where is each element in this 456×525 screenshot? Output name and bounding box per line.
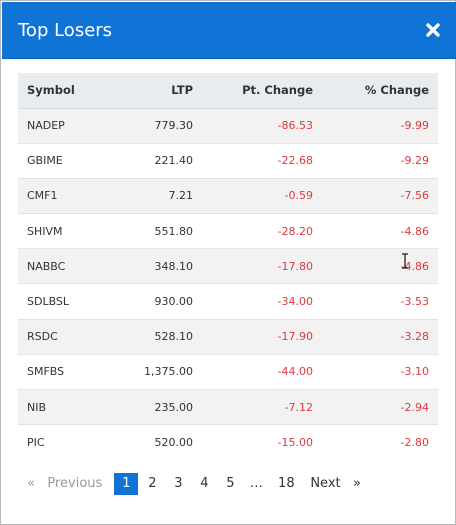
previous-page-button[interactable]: « Previous (18, 473, 108, 495)
cell-ltp: 528.10 (113, 318, 202, 355)
close-button[interactable] (422, 19, 444, 41)
table-row: NIB 235.00 -7.12 -2.94 (18, 388, 438, 425)
text-cursor-icon (401, 253, 409, 269)
cell-symbol: NABBC (18, 248, 113, 284)
cell-symbol: SHIVM (18, 213, 113, 249)
page-button-3[interactable]: 3 (174, 476, 183, 491)
cell-symbol: SDLBSL (18, 283, 113, 320)
cell-symbol: NADEP (18, 107, 113, 144)
cell-ltp: 7.21 (113, 177, 202, 214)
column-header-pct-change[interactable]: % Change (322, 73, 438, 109)
table-row: NABBC 348.10 -17.80 -4.86 (18, 248, 438, 284)
cell-pct-change: -2.80 (322, 424, 438, 460)
double-chevron-right-icon: » (353, 476, 361, 491)
cell-pt-change: -15.00 (202, 424, 322, 460)
cell-ltp: 221.40 (113, 142, 202, 179)
page-button-5[interactable]: 5 (226, 476, 235, 491)
table-row: NADEP 779.30 -86.53 -9.99 (18, 107, 438, 144)
cell-pt-change: -17.90 (202, 318, 322, 355)
cell-pt-change: -22.68 (202, 142, 322, 179)
cell-pct-change: -3.10 (322, 353, 438, 390)
cell-pct-change: -9.29 (322, 142, 438, 179)
table-row: GBIME 221.40 -22.68 -9.29 (18, 142, 438, 179)
column-header-pt-change[interactable]: Pt. Change (202, 73, 322, 109)
next-page-button[interactable]: Next » (304, 473, 367, 495)
cell-pt-change: -28.20 (202, 213, 322, 249)
losers-table: Symbol LTP Pt. Change % Change NADEP 779… (18, 73, 438, 460)
cell-symbol: GBIME (18, 142, 113, 179)
cell-symbol: RSDC (18, 318, 113, 355)
table-row: SDLBSL 930.00 -34.00 -3.53 (18, 283, 438, 320)
table-header-row: Symbol LTP Pt. Change % Change (18, 73, 438, 109)
cell-pct-change: -3.28 (322, 318, 438, 355)
page-button-4[interactable]: 4 (200, 476, 209, 491)
double-chevron-left-icon: « (27, 476, 35, 491)
cell-pct-change: -7.56 (322, 177, 438, 214)
table-row: RSDC 528.10 -17.90 -3.28 (18, 318, 438, 355)
column-header-symbol[interactable]: Symbol (18, 73, 113, 109)
cell-ltp: 348.10 (113, 248, 202, 284)
page-button-2[interactable]: 2 (148, 476, 157, 491)
cell-symbol: CMF1 (18, 177, 113, 214)
previous-label: Previous (47, 476, 103, 491)
pagination-ellipsis: … (249, 476, 263, 491)
cell-ltp: 520.00 (113, 424, 202, 460)
cell-pt-change: -44.00 (202, 353, 322, 390)
close-icon (422, 19, 444, 41)
cell-pt-change: -7.12 (202, 388, 322, 425)
page-button-18[interactable]: 18 (278, 476, 295, 491)
cell-ltp: 1,375.00 (113, 353, 202, 390)
losers-table-container: Symbol LTP Pt. Change % Change NADEP 779… (18, 73, 438, 460)
cell-pct-change: -9.99 (322, 107, 438, 144)
dialog-title: Top Losers (18, 20, 113, 41)
cell-pct-change: -3.53 (322, 283, 438, 320)
page-button-1[interactable]: 1 (114, 473, 139, 495)
cell-ltp: 779.30 (113, 107, 202, 144)
cell-pt-change: -17.80 (202, 248, 322, 284)
cell-symbol: NIB (18, 388, 113, 425)
cell-ltp: 930.00 (113, 283, 202, 320)
pagination: « Previous 1 2 3 4 5 … 18 Next » (18, 473, 367, 495)
cell-pct-change: -2.94 (322, 388, 438, 425)
cell-symbol: PIC (18, 424, 113, 460)
next-label: Next (310, 476, 341, 491)
column-header-ltp[interactable]: LTP (113, 73, 202, 109)
cell-ltp: 551.80 (113, 213, 202, 249)
table-row: CMF1 7.21 -0.59 -7.56 (18, 177, 438, 214)
table-row: PIC 520.00 -15.00 -2.80 (18, 424, 438, 460)
cell-ltp: 235.00 (113, 388, 202, 425)
cell-pt-change: -0.59 (202, 177, 322, 214)
cell-symbol: SMFBS (18, 353, 113, 390)
cell-pct-change: -4.86 (322, 213, 438, 249)
table-row: SHIVM 551.80 -28.20 -4.86 (18, 213, 438, 249)
cell-pt-change: -86.53 (202, 107, 322, 144)
table-row: SMFBS 1,375.00 -44.00 -3.10 (18, 353, 438, 390)
cell-pct-change: -4.86 (322, 248, 438, 284)
cell-pt-change: -34.00 (202, 283, 322, 320)
dialog-header: Top Losers (2, 2, 456, 59)
